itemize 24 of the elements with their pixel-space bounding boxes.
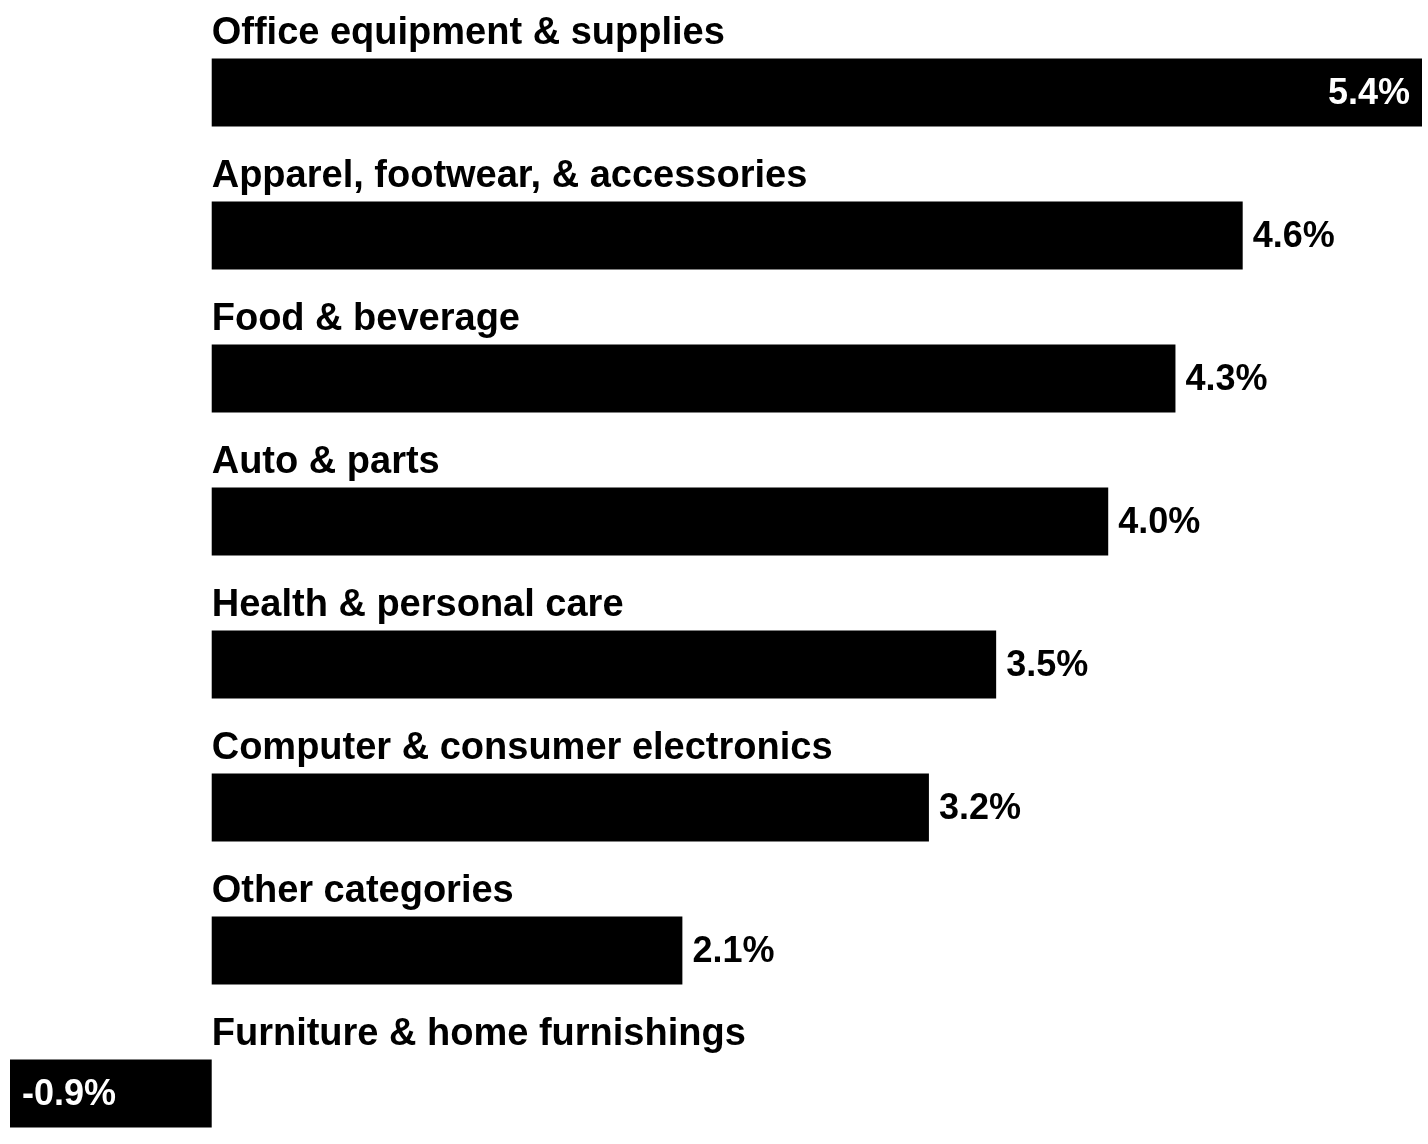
bar [211,630,997,699]
data-label: 5.4% [1327,70,1410,112]
y-tick-label: Apparel, footwear, & accessories [211,152,808,195]
y-tick-label: Computer & consumer electronics [211,724,833,767]
bar [211,773,929,842]
y-tick-label: Office equipment & supplies [211,9,725,52]
bar [211,201,1243,270]
y-tick-label: Food & beverage [211,295,521,338]
bar [211,916,683,985]
data-label: 4.3% [1185,356,1268,398]
y-tick-label: Auto & parts [211,438,440,481]
y-tick-label: Other categories [211,867,514,910]
bar [211,344,1176,413]
y-tick-label: Health & personal care [211,581,624,624]
data-label: 3.2% [938,785,1021,827]
data-label: 3.5% [1006,642,1089,684]
y-tick-label: Furniture & home furnishings [211,1010,746,1053]
bar [211,487,1109,556]
bar [211,58,1422,127]
data-label: -0.9% [22,1071,117,1113]
bar [10,1059,212,1128]
data-label: 4.6% [1252,213,1335,255]
data-label: 2.1% [692,928,775,970]
data-label: 4.0% [1118,499,1201,541]
